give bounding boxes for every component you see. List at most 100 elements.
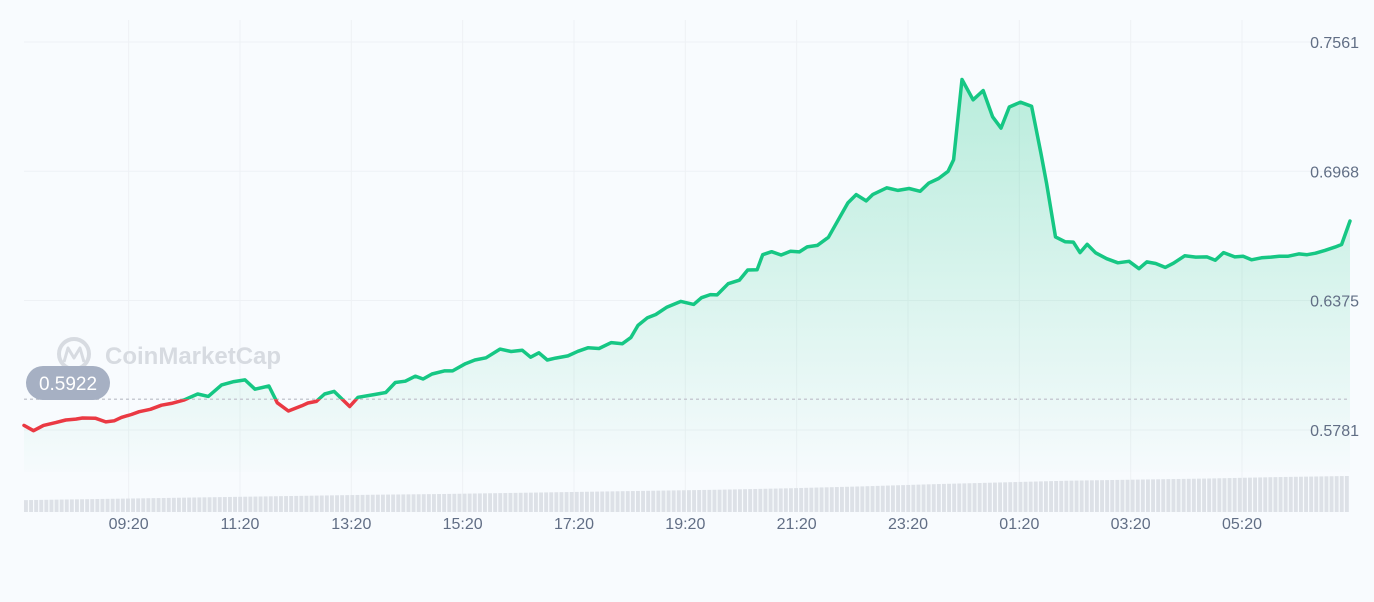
volume-bar [585,491,589,512]
volume-bar [722,489,727,512]
volume-bar [1074,480,1079,512]
volume-bar [370,494,375,512]
price-point [1105,257,1108,260]
price-point [306,402,309,405]
price-point [220,383,223,386]
volume-bar [401,494,406,512]
volume-bar [987,482,992,512]
volume-bar [136,498,141,512]
volume-bar [513,492,518,512]
volume-bar [1064,480,1069,512]
volume-bar [1033,481,1038,512]
price-point [780,254,783,257]
price-point [816,244,819,247]
volume-bar [554,492,559,512]
volume-bar [539,492,543,512]
volume-bar [381,494,385,512]
volume-bar [222,497,227,512]
volume-bar [1049,481,1053,512]
volume-bar [824,487,829,512]
volume-bar [641,490,645,512]
volume-bar [171,497,176,512]
price-point [485,356,488,359]
price-point [1154,262,1157,265]
price-point [1334,246,1337,249]
volume-bar [263,496,268,512]
volume-bar [1100,480,1104,512]
volume-bar [289,496,294,512]
price-point [464,362,467,365]
volume-bar [1140,479,1145,512]
price-point [1040,152,1043,155]
volume-bar [299,495,304,512]
volume-bar [630,491,635,512]
price-point [598,347,601,350]
volume-bar [1339,476,1344,512]
price-point [738,279,741,282]
volume-bar [1197,478,1201,512]
price-point [414,375,417,378]
price-point [74,418,77,421]
volume-bar [1253,477,1257,512]
volume-bar [804,487,809,512]
volume-bar [319,495,324,512]
price-point [546,359,549,362]
volume-bar [75,499,79,512]
y-tick-label: 0.5781 [1310,423,1359,440]
volume-bar [1309,476,1314,512]
price-point [1250,258,1253,261]
volume-bar [794,488,798,512]
volume-bar [1156,479,1161,512]
volume-bar [1283,476,1288,512]
volume-bar [768,488,773,512]
price-point [170,402,173,405]
price-point [276,401,279,404]
volume-bar [365,494,370,512]
price-point [384,391,387,394]
price-point [254,388,257,391]
volume-bar [676,490,681,512]
price-point [1064,240,1067,243]
volume-bar [64,499,69,512]
volume-bar [1202,478,1206,512]
price-point [1045,182,1048,185]
volume-bar [574,491,579,512]
volume-bar [748,489,753,512]
price-point [897,189,900,192]
price-point [1233,255,1236,258]
volume-bar [1248,477,1252,512]
volume-bar [488,493,492,512]
volume-bar [523,492,528,512]
volume-bar [916,484,921,512]
volume-bar [85,499,90,512]
volume-bar [467,493,472,512]
volume-bar [1008,482,1013,512]
volume-bars [24,476,1349,512]
volume-bar [717,489,722,512]
volume-bar [483,493,487,512]
volume-bar [850,486,855,512]
volume-bar [44,499,49,512]
volume-bar [69,499,74,512]
volume-bar [636,490,640,512]
price-point [394,381,397,384]
volume-bar [1273,477,1278,512]
price-point [1297,252,1300,255]
volume-bar [253,496,258,512]
volume-bar [1059,480,1064,512]
volume-bar [534,492,538,512]
price-point [1349,220,1352,223]
price-point [646,316,649,319]
volume-bar [697,490,702,512]
price-point [333,390,336,393]
price-point [315,400,318,403]
volume-bar [202,497,207,512]
price-point [32,429,35,432]
volume-bar [1314,476,1319,512]
volume-bar [406,494,411,512]
x-tick-label: 11:20 [221,516,260,533]
volume-bar [442,493,447,512]
price-point [621,342,624,345]
volume-bar [1120,479,1125,512]
open-price-badge-bg [26,366,110,400]
